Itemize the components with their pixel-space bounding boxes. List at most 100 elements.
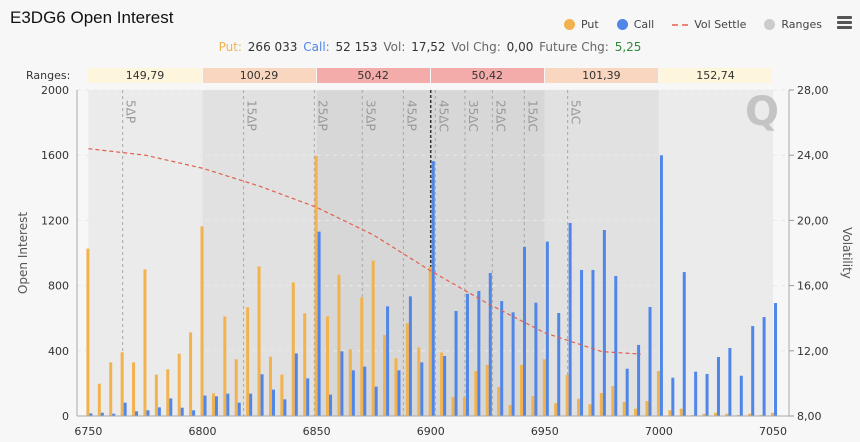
call-bar: [112, 413, 116, 416]
put-bar: [280, 374, 284, 416]
put-bar: [554, 403, 558, 416]
x-tick-label: 6950: [531, 425, 559, 438]
put-bar: [645, 401, 649, 416]
call-bar: [397, 370, 401, 416]
call-bar: [146, 410, 150, 416]
range-box: 50,42: [430, 68, 544, 83]
call-bar: [408, 296, 412, 416]
stats-line: Put: 266 033 Call: 52 153 Vol: 17,52 Vol…: [0, 40, 860, 54]
delta-label: 25ΔP: [315, 100, 329, 131]
call-dot-icon: [616, 19, 628, 30]
range-box: 149,79: [88, 68, 202, 83]
delta-label: 45ΔP: [404, 100, 418, 131]
call-bar: [465, 293, 469, 416]
put-bar: [588, 404, 592, 416]
range-band: [658, 90, 774, 416]
put-bar: [725, 413, 729, 416]
delta-label: 35ΔC: [466, 100, 480, 132]
call-label: Call:: [303, 40, 330, 54]
put-bar: [86, 248, 90, 416]
put-bar: [314, 155, 318, 416]
call-bar: [260, 374, 264, 416]
put-bar: [268, 356, 272, 416]
put-bar: [462, 396, 466, 416]
x-tick-label: 6750: [74, 425, 102, 438]
call-value: 52 153: [335, 40, 378, 54]
call-bar: [523, 246, 526, 416]
call-bar: [317, 231, 321, 416]
put-bar: [440, 352, 444, 416]
put-bar: [246, 307, 250, 416]
x-tick-label: 7050: [759, 425, 787, 438]
put-bar: [291, 282, 295, 416]
put-bar: [531, 395, 535, 416]
call-bar: [534, 302, 538, 416]
vol-label: Vol:: [383, 40, 406, 54]
delta-label: 25ΔC: [493, 100, 507, 132]
put-bar: [748, 413, 752, 416]
call-bar: [203, 395, 207, 416]
y-tick-label: 1600: [41, 149, 69, 162]
put-bar: [132, 362, 136, 416]
volchg-value: 0,00: [506, 40, 534, 54]
legend-put[interactable]: Put: [563, 18, 599, 31]
put-bar: [599, 393, 603, 416]
call-bar: [716, 356, 720, 416]
put-bar: [474, 371, 478, 416]
put-bar: [200, 226, 204, 416]
call-bar: [545, 241, 549, 416]
put-bar: [679, 408, 683, 416]
y-tick-label: 400: [48, 345, 69, 358]
call-bar: [625, 368, 629, 416]
q-logo-watermark: Q: [745, 89, 779, 135]
y-tick-label: 2000: [41, 84, 69, 97]
call-bar: [671, 377, 675, 416]
put-bar: [497, 386, 501, 416]
put-bar: [542, 359, 546, 416]
delta-label: 5ΔC: [569, 100, 583, 124]
put-bar: [405, 323, 409, 416]
ranges-label: Ranges:: [26, 69, 71, 82]
call-bar: [614, 275, 618, 416]
hamburger-menu-icon[interactable]: [837, 16, 852, 31]
volchg-label: Vol Chg:: [451, 40, 501, 54]
legend-vol-settle[interactable]: Vol Settle: [672, 18, 746, 31]
call-bar: [637, 344, 641, 416]
put-bar: [428, 266, 432, 416]
call-bar: [306, 378, 310, 416]
legend-call[interactable]: Call: [616, 18, 654, 31]
put-bar: [394, 358, 398, 416]
call-bar: [431, 161, 435, 416]
put-bar: [622, 401, 626, 416]
call-bar: [169, 398, 173, 416]
call-bar: [500, 301, 504, 416]
put-bar: [577, 398, 581, 416]
delta-label: 5ΔP: [124, 100, 138, 123]
call-bar: [329, 394, 333, 416]
call-bar: [705, 373, 709, 416]
call-bar: [488, 273, 492, 416]
call-bar: [294, 353, 298, 416]
x-tick-label: 6800: [189, 425, 217, 438]
call-bar: [443, 356, 447, 416]
put-bar: [303, 313, 307, 416]
legend-ranges[interactable]: Ranges: [764, 18, 822, 31]
y2-axis-title: Volatility: [840, 227, 854, 279]
put-bar: [360, 297, 364, 416]
page-title: E3DG6 Open Interest: [10, 8, 174, 27]
range-band: [544, 90, 659, 416]
put-bar: [143, 269, 147, 416]
y2-tick-label: 16,00: [797, 280, 829, 293]
put-bar: [154, 374, 158, 416]
legend-ranges-label: Ranges: [781, 18, 822, 31]
y-axis-title: Open Interest: [16, 212, 30, 294]
put-bar: [656, 371, 660, 416]
futchg-value: 5,25: [614, 40, 642, 54]
call-bar: [659, 155, 663, 416]
put-bar: [223, 316, 227, 416]
call-bar: [237, 402, 241, 416]
call-bar: [89, 413, 93, 416]
put-label: Put:: [218, 40, 242, 54]
call-bar: [192, 410, 196, 416]
